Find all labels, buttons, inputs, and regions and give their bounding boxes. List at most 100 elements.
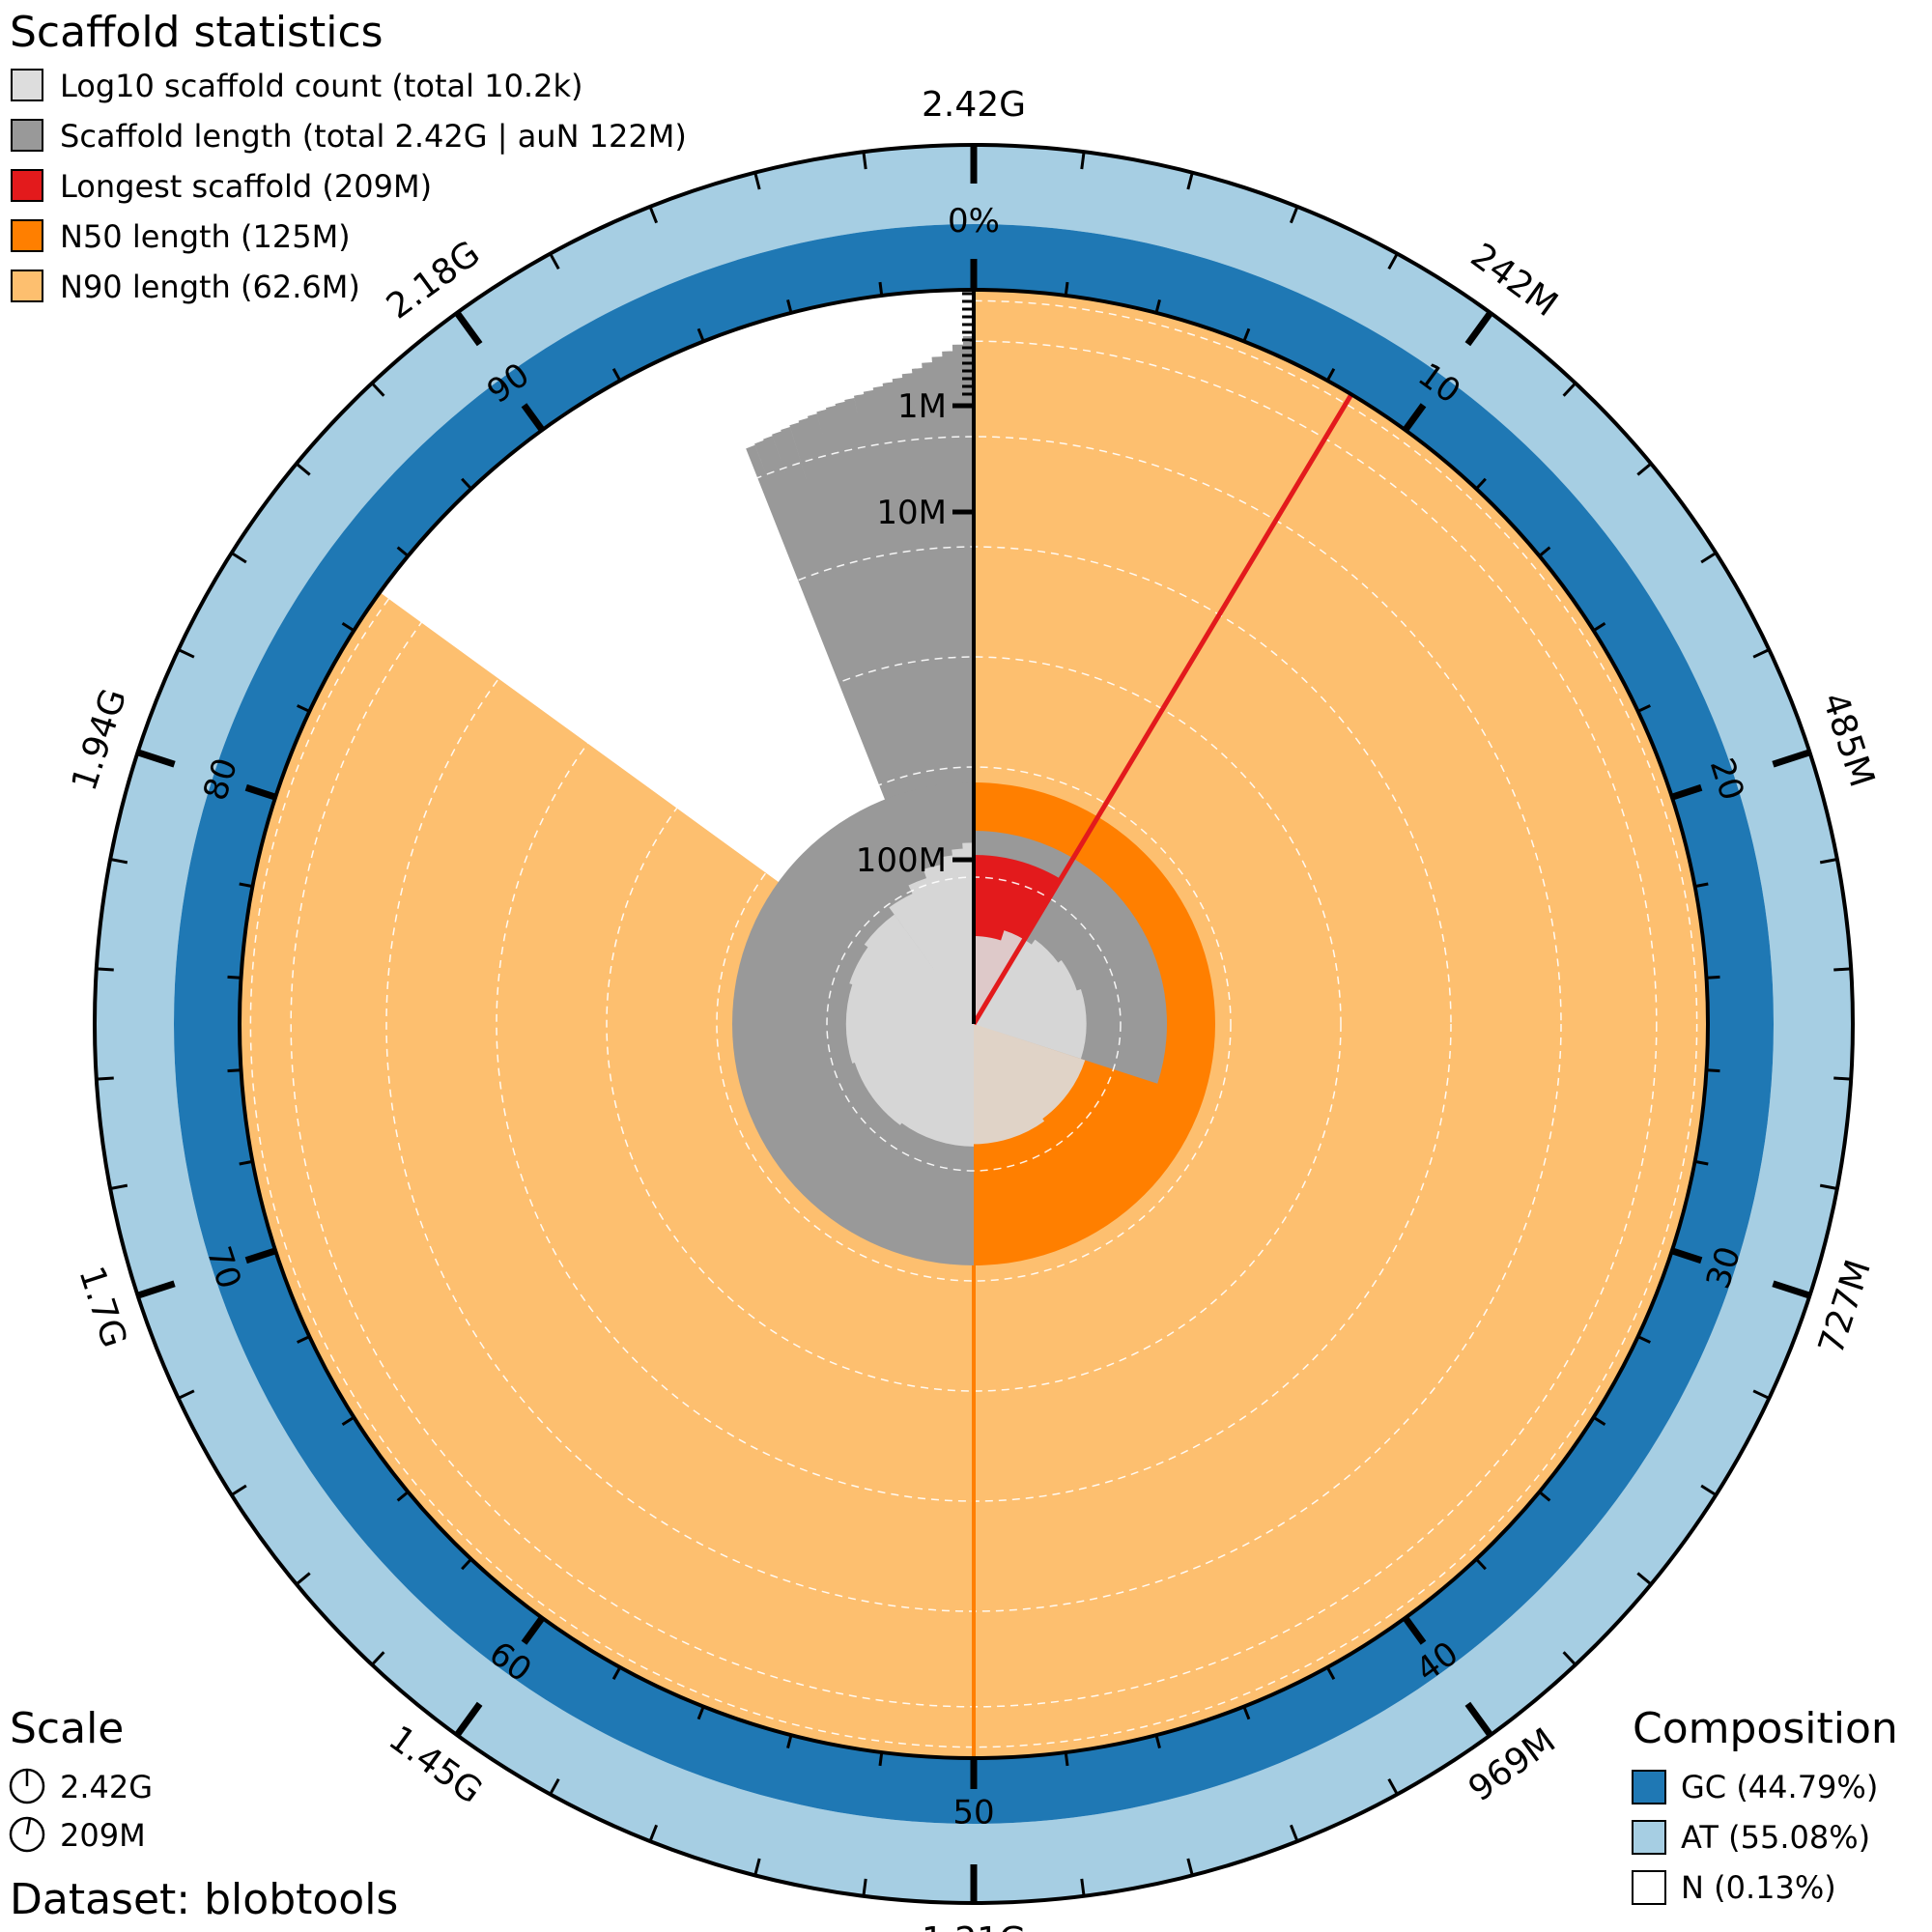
composition-swatch: [1632, 1770, 1666, 1804]
span-tick: [1636, 1572, 1653, 1586]
span-tick: [230, 552, 247, 564]
span-tick: [1562, 382, 1577, 397]
dataset-label: Dataset: blobtools: [10, 1875, 398, 1924]
percent-tick: [1475, 1557, 1487, 1571]
span-tick: [862, 1878, 867, 1897]
span-tick: [1464, 1701, 1493, 1738]
percent-tick: [786, 298, 793, 314]
percent-tick: [1402, 1615, 1427, 1645]
percent-tick: [1242, 1706, 1251, 1720]
percent-tick: [1064, 281, 1069, 297]
percent-tick: [1325, 1666, 1336, 1680]
percent-tick: [1694, 1159, 1709, 1166]
percent-tick: [611, 368, 622, 382]
percent-tick: [1706, 1068, 1720, 1073]
percent-tick: [227, 1068, 242, 1073]
percent-tick: [461, 477, 472, 491]
percent-tick: [297, 1335, 310, 1344]
percent-tick: [1706, 975, 1720, 980]
percent-tick-label: 0%: [948, 202, 1000, 241]
percent-tick: [239, 1159, 253, 1166]
percent-tick: [611, 1666, 622, 1680]
radial-axis-label: 1M: [897, 387, 947, 426]
scale-label-span: 2.42G: [60, 1769, 153, 1805]
percent-tick: [1325, 368, 1336, 382]
percent-tick: [341, 1415, 355, 1426]
percent-tick: [244, 1247, 277, 1264]
percent-tick: [461, 1557, 472, 1571]
composition-label: AT (55.08%): [1681, 1819, 1870, 1856]
composition-swatch: [1632, 1870, 1666, 1905]
span-tick: [230, 1484, 247, 1496]
span-tick-label: 2.42G: [922, 85, 1026, 125]
span-tick: [753, 1858, 761, 1876]
legend: Log10 scaffold count (total 10.2k) Scaffo…: [11, 68, 687, 305]
percent-tick: [1154, 1734, 1161, 1749]
span-tick: [177, 1389, 195, 1400]
percent-tick: [1154, 298, 1161, 314]
percent-tick: [1637, 1335, 1651, 1344]
percent-tick: [1670, 783, 1703, 801]
span-tick: [1186, 1858, 1194, 1876]
grid-circle: [606, 656, 1342, 1392]
percent-tick: [1637, 704, 1651, 713]
span-tick: [1636, 462, 1653, 476]
span-tick-label: 485M: [1814, 688, 1882, 792]
legend-label: Log10 scaffold count (total 10.2k): [60, 68, 582, 104]
span-tick: [862, 151, 867, 170]
percent-tick: [786, 1734, 793, 1749]
radial-axis-label: 10M: [876, 494, 947, 532]
percent-tick: [1475, 477, 1487, 491]
span-tick: [1819, 1183, 1838, 1190]
percent-tick: [878, 281, 884, 297]
span-tick: [136, 749, 176, 768]
span-tick: [1186, 172, 1194, 190]
percent-tick: [396, 1491, 410, 1502]
composition-label: N (0.13%): [1681, 1869, 1836, 1906]
span-tick: [1464, 310, 1493, 347]
span-tick: [1289, 1824, 1299, 1842]
span-tick: [177, 648, 195, 659]
span-tick: [295, 462, 311, 476]
percent-tick: [521, 1615, 546, 1645]
percent-tick: [1592, 1415, 1606, 1426]
legend-swatch: [11, 69, 43, 101]
percent-tick: [396, 546, 410, 557]
percent-tick: [239, 882, 253, 889]
span-tick: [1562, 1651, 1577, 1666]
percent-tick: [521, 403, 546, 433]
longest-scaffold-line: [971, 392, 1354, 1026]
percent-tick: [341, 622, 355, 633]
span-tick: [1700, 1484, 1718, 1496]
scale-circle-icon: [9, 1816, 45, 1853]
percent-tick: [1402, 403, 1427, 433]
span-tick: [1752, 648, 1771, 659]
percent-tick: [1064, 1751, 1069, 1767]
legend-label: Longest scaffold (209M): [60, 168, 432, 205]
percent-tick: [244, 783, 277, 801]
percent-tick: [696, 327, 705, 342]
legend-label: N50 length (125M): [60, 218, 351, 255]
legend-swatch: [11, 119, 43, 152]
span-tick: [109, 1183, 128, 1190]
span-tick: [1772, 749, 1811, 768]
percent-tick: [227, 975, 242, 980]
span-tick-label: 727M: [1811, 1255, 1879, 1359]
span-tick: [1700, 552, 1718, 564]
span-tick: [549, 252, 560, 270]
scale-item-span: 2.42G: [9, 1768, 153, 1805]
span-tick-label: 1.21G: [922, 1920, 1026, 1932]
scale-item-longest: 209M: [9, 1816, 146, 1854]
span-tick: [109, 858, 128, 865]
percent-tick: [1538, 546, 1551, 557]
scale-title: Scale: [10, 1704, 124, 1753]
span-tick-label: 1.7G: [71, 1262, 133, 1352]
percent-tick-label: 50: [952, 1794, 994, 1833]
span-tick: [1289, 206, 1299, 224]
legend-label: N90 length (62.6M): [60, 269, 360, 305]
span-tick: [1080, 151, 1086, 170]
composition-label: GC (44.79%): [1681, 1769, 1878, 1805]
percent-tick: [1242, 327, 1251, 342]
span-tick: [648, 1824, 659, 1842]
